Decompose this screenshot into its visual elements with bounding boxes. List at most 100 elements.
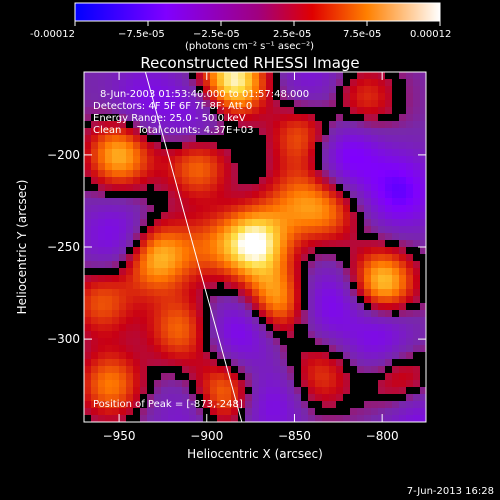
heatmap-cell — [189, 72, 196, 79]
heatmap-cell — [119, 380, 126, 387]
heatmap-cell — [126, 79, 133, 86]
heatmap-cell — [301, 296, 308, 303]
heatmap-cell — [371, 289, 378, 296]
heatmap-cell — [126, 408, 133, 415]
heatmap-cell — [210, 93, 217, 100]
heatmap-cell — [91, 345, 98, 352]
heatmap-cell — [105, 149, 112, 156]
heatmap-cell — [140, 275, 147, 282]
heatmap-cell — [308, 79, 315, 86]
heatmap-cell — [154, 324, 161, 331]
heatmap-cell — [238, 93, 245, 100]
heatmap-cell — [140, 401, 147, 408]
heatmap-cell — [266, 86, 273, 93]
heatmap-cell — [259, 205, 266, 212]
heatmap-cell — [210, 359, 217, 366]
heatmap-cell — [91, 191, 98, 198]
heatmap-cell — [231, 163, 238, 170]
heatmap-cell — [126, 310, 133, 317]
heatmap-cell — [301, 72, 308, 79]
heatmap-cell — [350, 247, 357, 254]
heatmap-cell — [336, 387, 343, 394]
heatmap-cell — [168, 149, 175, 156]
heatmap-cell — [105, 205, 112, 212]
heatmap-cell — [301, 79, 308, 86]
heatmap-cell — [301, 310, 308, 317]
heatmap-cell — [287, 86, 294, 93]
heatmap-cell — [273, 233, 280, 240]
heatmap-cell — [350, 107, 357, 114]
heatmap-cell — [196, 170, 203, 177]
heatmap-cell — [378, 72, 385, 79]
heatmap-cell — [196, 121, 203, 128]
heatmap-cell — [378, 275, 385, 282]
heatmap-cell — [385, 240, 392, 247]
heatmap-cell — [343, 247, 350, 254]
heatmap-cell — [154, 170, 161, 177]
heatmap-cell — [140, 128, 147, 135]
heatmap-cell — [287, 163, 294, 170]
heatmap-cell — [147, 198, 154, 205]
heatmap-cell — [182, 212, 189, 219]
heatmap-cell — [287, 415, 294, 422]
heatmap-cell — [203, 275, 210, 282]
heatmap-cell — [287, 394, 294, 401]
heatmap-cell — [231, 135, 238, 142]
heatmap-cell — [231, 205, 238, 212]
heatmap-cell — [294, 226, 301, 233]
heatmap-cell — [399, 121, 406, 128]
heatmap-cell — [175, 142, 182, 149]
heatmap-cell — [406, 275, 413, 282]
heatmap-cell — [189, 219, 196, 226]
heatmap-cell — [84, 107, 91, 114]
heatmap-cell — [224, 184, 231, 191]
heatmap-cell — [280, 205, 287, 212]
heatmap-cell — [105, 142, 112, 149]
heatmap-cell — [168, 261, 175, 268]
heatmap-cell — [245, 415, 252, 422]
heatmap-cell — [378, 310, 385, 317]
heatmap-cell — [84, 380, 91, 387]
heatmap-cell — [196, 268, 203, 275]
heatmap-cell — [245, 254, 252, 261]
heatmap-cell — [329, 198, 336, 205]
heatmap-cell — [154, 254, 161, 261]
heatmap-cell — [280, 345, 287, 352]
heatmap-cell — [336, 184, 343, 191]
heatmap-cell — [350, 268, 357, 275]
heatmap-cell — [91, 198, 98, 205]
heatmap-cell — [217, 170, 224, 177]
heatmap-cell — [329, 282, 336, 289]
heatmap-cell — [301, 163, 308, 170]
heatmap-cell — [182, 345, 189, 352]
heatmap-cell — [140, 170, 147, 177]
heatmap-cell — [112, 149, 119, 156]
heatmap-cell — [175, 387, 182, 394]
heatmap-cell — [336, 324, 343, 331]
heatmap-cell — [364, 401, 371, 408]
heatmap-cell — [259, 198, 266, 205]
heatmap-cell — [154, 226, 161, 233]
heatmap-cell — [91, 394, 98, 401]
heatmap-cell — [266, 310, 273, 317]
heatmap-cell — [315, 79, 322, 86]
heatmap-cell — [301, 394, 308, 401]
heatmap-cell — [322, 191, 329, 198]
heatmap-cell — [231, 317, 238, 324]
heatmap-cell — [133, 415, 140, 422]
heatmap-cell — [203, 177, 210, 184]
heatmap-cell — [147, 359, 154, 366]
heatmap-cell — [315, 282, 322, 289]
heatmap-cell — [315, 149, 322, 156]
heatmap-cell — [294, 366, 301, 373]
heatmap-cell — [133, 317, 140, 324]
heatmap-cell — [154, 387, 161, 394]
heatmap-cell — [280, 359, 287, 366]
heatmap-cell — [329, 226, 336, 233]
heatmap-cell — [252, 415, 259, 422]
heatmap-cell — [329, 345, 336, 352]
heatmap-cell — [175, 93, 182, 100]
heatmap-cell — [98, 254, 105, 261]
heatmap-cell — [336, 394, 343, 401]
heatmap-cell — [196, 324, 203, 331]
